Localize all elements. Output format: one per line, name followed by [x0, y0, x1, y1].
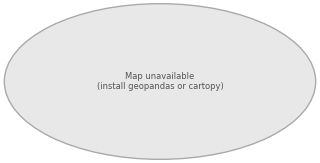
Text: Map unavailable
(install geopandas or cartopy): Map unavailable (install geopandas or ca…: [97, 72, 223, 91]
Ellipse shape: [4, 4, 316, 159]
